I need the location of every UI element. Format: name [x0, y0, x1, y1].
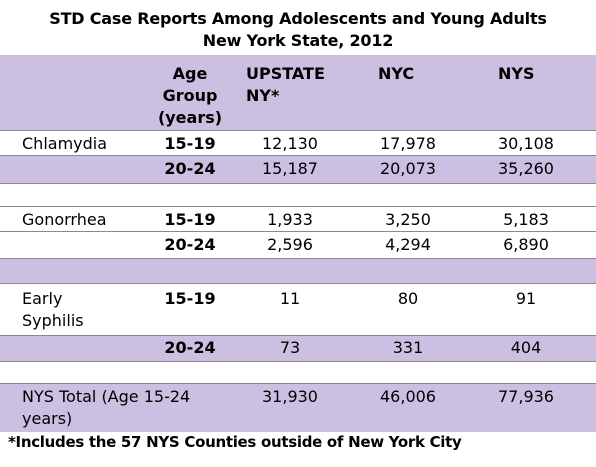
nys-cell: 91	[515, 289, 537, 308]
divider	[0, 130, 596, 131]
nyc-total: 46,006	[380, 387, 436, 406]
nys-cell: 6,890	[503, 235, 549, 254]
header-nyc: NYC	[378, 64, 415, 83]
nyc-cell: 80	[397, 289, 419, 308]
nys-cell: 5,183	[503, 210, 549, 229]
upstate-total: 31,930	[262, 387, 318, 406]
header-upstate-line2: NY*	[246, 86, 280, 105]
nyc-cell: 17,978	[380, 134, 436, 153]
age-cell: 20-24	[164, 235, 216, 254]
header-upstate-line1: UPSTATE	[246, 64, 325, 83]
footnote: *Includes the 57 NYS Counties outside of…	[8, 433, 462, 451]
nyc-cell: 4,294	[385, 235, 431, 254]
upstate-cell: 11	[279, 289, 301, 308]
header-band	[0, 55, 596, 130]
upstate-cell: 12,130	[262, 134, 318, 153]
nys-cell: 35,260	[498, 159, 554, 178]
header-age-line1: Age	[172, 64, 208, 83]
nyc-cell: 3,250	[385, 210, 431, 229]
upstate-cell: 2,596	[267, 235, 313, 254]
nyc-cell: 331	[392, 338, 424, 357]
nys-cell: 30,108	[498, 134, 554, 153]
divider	[0, 155, 596, 156]
total-label-line2: years)	[22, 409, 73, 428]
nys-cell: 404	[510, 338, 542, 357]
age-cell: 20-24	[164, 338, 216, 357]
divider	[0, 361, 596, 362]
row-band	[0, 156, 596, 183]
table-title-line1: STD Case Reports Among Adolescents and Y…	[49, 9, 547, 28]
disease-syphilis-line2: Syphilis	[22, 311, 84, 330]
upstate-cell: 73	[279, 338, 301, 357]
divider	[0, 206, 596, 207]
upstate-cell: 1,933	[267, 210, 313, 229]
age-cell: 20-24	[164, 159, 216, 178]
divider	[0, 335, 596, 336]
divider	[0, 283, 596, 284]
nyc-cell: 20,073	[380, 159, 436, 178]
divider	[0, 258, 596, 259]
disease-syphilis-line1: Early	[22, 289, 63, 308]
divider	[0, 231, 596, 232]
age-cell: 15-19	[164, 134, 216, 153]
row-band	[0, 336, 596, 361]
header-nys: NYS	[498, 64, 535, 83]
table-title-line2: New York State, 2012	[202, 31, 394, 50]
total-band	[0, 384, 596, 432]
nys-total: 77,936	[498, 387, 554, 406]
divider	[0, 383, 596, 384]
upstate-cell: 15,187	[262, 159, 318, 178]
age-cell: 15-19	[164, 289, 216, 308]
total-label-line1: NYS Total (Age 15-24	[22, 387, 191, 406]
row-band	[0, 259, 596, 283]
disease-chlamydia: Chlamydia	[22, 134, 108, 153]
disease-gonorrhea: Gonorrhea	[22, 210, 107, 229]
header-age-line3: (years)	[157, 108, 223, 127]
divider	[0, 183, 596, 184]
age-cell: 15-19	[164, 210, 216, 229]
header-age-line2: Group	[162, 86, 218, 105]
